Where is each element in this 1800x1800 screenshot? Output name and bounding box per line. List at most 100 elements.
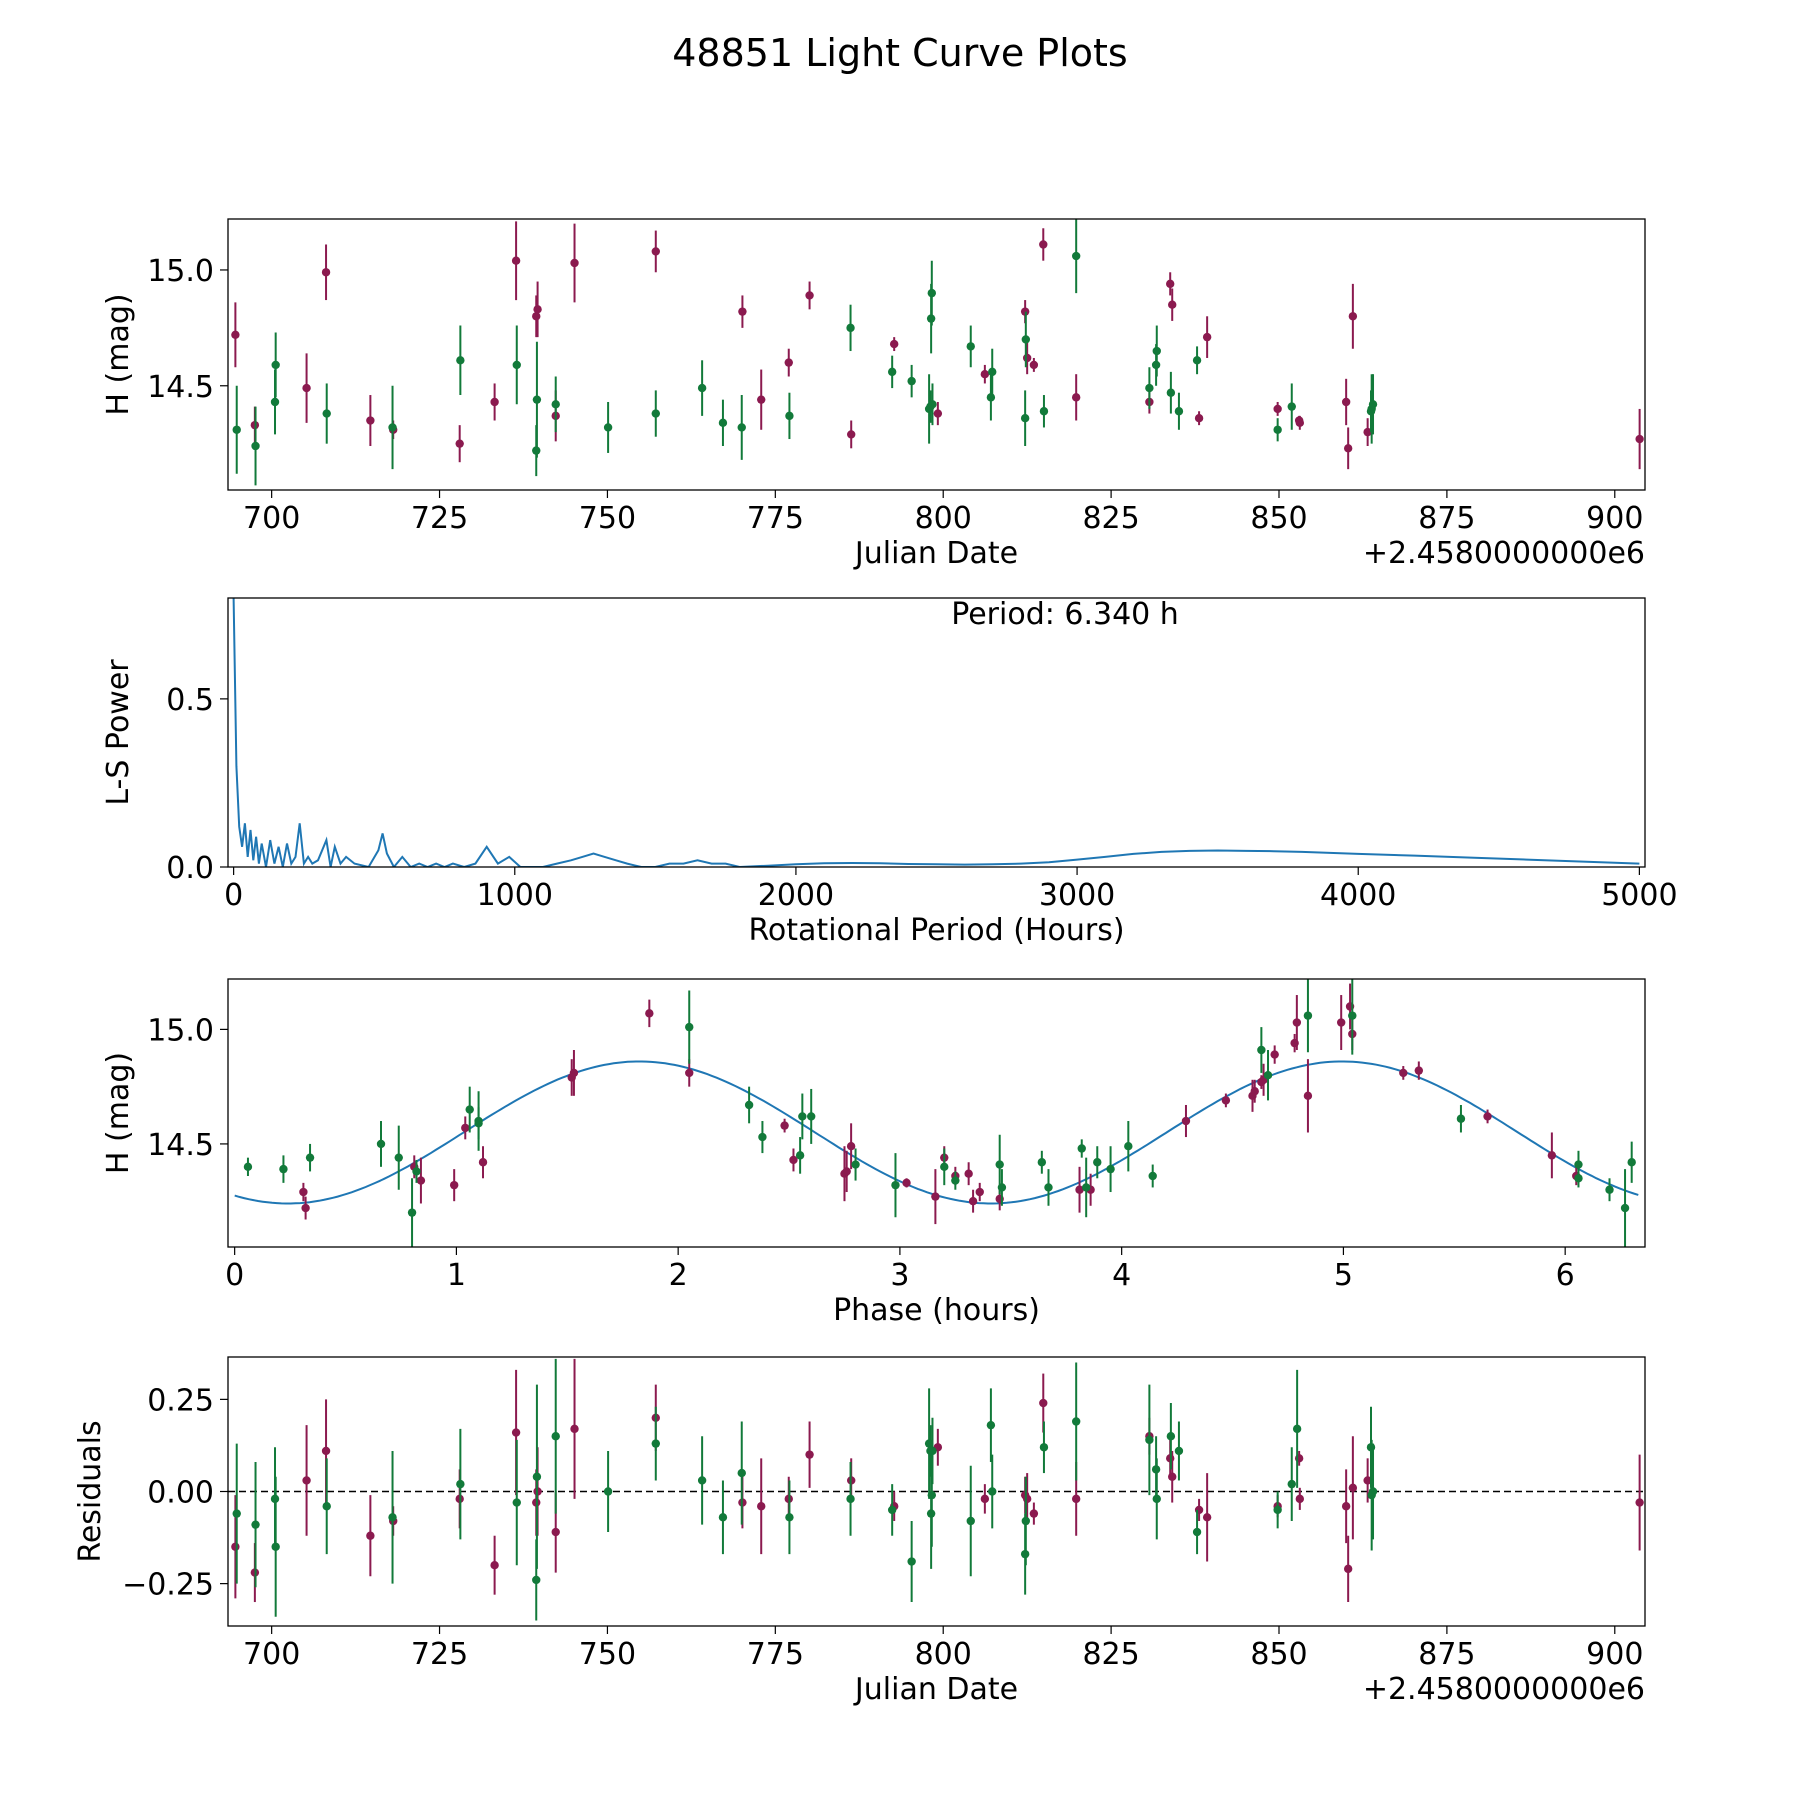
data-point [1020,413,1030,423]
data-point [805,291,814,300]
data-point [785,1513,794,1522]
x-tick-label: 850 [1250,1637,1307,1672]
residuals-panel: 700 725 750 775 800 825 850 875 900 −0.25 0.00 0.25… [73,1356,1646,1707]
x-tick-label: 700 [243,501,300,536]
x-tick-label: 700 [243,1637,300,1672]
x-tick-label: 750 [579,1637,636,1672]
data-point [1075,1185,1084,1194]
data-point [1303,1011,1313,1020]
data-point [1093,1158,1102,1167]
x-tick-label: 5 [1334,1258,1353,1293]
data-point [737,1468,746,1478]
data-point [1620,1203,1630,1213]
data-point [478,1158,488,1167]
data-point [1414,1066,1424,1075]
data-point [461,1123,470,1133]
data-point [889,339,899,349]
data-point [301,1203,310,1213]
data-point [651,247,660,256]
data-point [1039,240,1048,249]
period-annotation: Period: 6.340 h [951,597,1179,632]
data-point [1348,1011,1357,1020]
data-point [551,1432,560,1441]
data-point [842,1167,851,1176]
data-point [846,323,855,333]
x-axis-label: Julian Date [853,1672,1018,1707]
data-point [988,367,997,377]
x-tick-label: 900 [1586,1637,1643,1672]
data-point [1145,1435,1154,1445]
x-axis-label: Phase (hours) [833,1293,1040,1328]
data-point [474,1119,483,1128]
data-point [1368,1487,1378,1496]
data-point [1273,1505,1282,1515]
data-point [1399,1068,1408,1078]
data-point [966,1516,975,1526]
x-tick-label: 2 [669,1258,688,1293]
y-tick-label: 15.0 [147,1013,214,1048]
data-point [697,1476,707,1485]
data-point [1343,1564,1353,1574]
x-tick-label: 3000 [1039,878,1115,913]
x-tick-label: 3 [890,1258,909,1293]
data-point [1341,1502,1351,1511]
data-point [532,1575,541,1585]
data-point [1021,335,1031,344]
data-point [931,1192,940,1201]
x-tick-label: 825 [1082,1637,1139,1672]
data-point [376,1139,386,1149]
data-point [243,1162,253,1172]
data-point [465,1105,474,1114]
data-point [718,418,728,428]
x-tick-label: 800 [915,501,972,536]
data-point [1037,1158,1047,1167]
data-point [951,1176,960,1185]
data-point [1202,332,1212,342]
data-point [1287,1479,1296,1489]
data-point [603,423,613,432]
data-point [1039,1398,1048,1408]
data-point [270,397,280,407]
data-point [927,288,936,298]
data-point [603,1487,613,1496]
data-point [784,358,793,367]
data-point [651,409,660,418]
x-tick-label: 775 [747,1637,804,1672]
data-point [1029,360,1039,370]
data-point [1071,1417,1081,1426]
figure-title: 48851 Light Curve Plots [672,31,1127,75]
x-tick-label: 825 [1082,501,1139,536]
data-point [1168,1472,1177,1481]
data-point [902,1178,911,1188]
periodogram-panel: 0 1000 2000 3000 4000 5000 0.0 0.5 Rotational Pe… [101,597,1678,948]
data-point [322,1502,331,1511]
data-point [302,383,311,393]
data-point [980,369,990,379]
data-point [1363,427,1372,437]
data-point [968,1196,978,1206]
y-axis-label: Residuals [73,1420,108,1562]
data-point [1348,1483,1358,1493]
data-point [1044,1183,1053,1192]
data-point [1368,400,1378,409]
periodogram-line [232,598,1640,867]
phase-folded-panel: 0 1 2 3 4 5 6 14.5 15.0 Phase (hours) H (mag) [101,978,1646,1328]
data-point [1168,300,1177,309]
data-point [966,342,975,351]
data-point [685,1068,694,1078]
axes-frame [227,978,1646,1248]
x-axis-label: Rotational Period (Hours) [748,913,1124,948]
data-point [1270,1050,1279,1059]
plot-area [234,979,1639,1247]
data-point [512,1498,521,1507]
data-point [455,439,464,448]
data-point [1295,418,1305,428]
data-point [394,1153,403,1162]
y-tick-label: −0.25 [122,1568,214,1603]
x-tick-label: 750 [579,501,636,536]
data-point [299,1187,308,1197]
x-tick-label: 1000 [477,878,553,913]
data-point [366,416,375,425]
axes-frame [227,218,1646,491]
data-point [789,1155,798,1165]
